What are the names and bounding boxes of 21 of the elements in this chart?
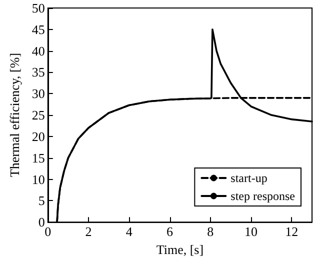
x-tick-label: 12 bbox=[285, 224, 298, 240]
y-tick-label: 15 bbox=[32, 150, 45, 166]
legend-label: start-up bbox=[230, 171, 268, 185]
y-tick-label: 35 bbox=[32, 64, 45, 80]
y-tick-label: 20 bbox=[32, 128, 45, 144]
y-axis-title: Thermal efficiency, [%] bbox=[7, 52, 22, 178]
x-tick-label: 8 bbox=[207, 224, 214, 240]
y-tick-label: 10 bbox=[32, 172, 45, 187]
x-axis-title: Time, [s] bbox=[156, 242, 204, 257]
y-tick-label: 50 bbox=[32, 0, 45, 16]
x-tick-label: 4 bbox=[126, 224, 133, 240]
x-tick-label: 6 bbox=[166, 224, 174, 240]
y-tick-label: 45 bbox=[32, 22, 45, 37]
y-tick-label: 40 bbox=[32, 43, 45, 58]
y-tick-label: 25 bbox=[32, 108, 45, 123]
x-tick-label: 2 bbox=[85, 224, 92, 240]
y-tick-label: 0 bbox=[38, 214, 45, 230]
legend-label: step response bbox=[230, 189, 296, 203]
x-tick-label: 10 bbox=[244, 224, 258, 240]
y-tick-label: 30 bbox=[32, 86, 45, 102]
y-tick-label: 5 bbox=[38, 193, 45, 208]
